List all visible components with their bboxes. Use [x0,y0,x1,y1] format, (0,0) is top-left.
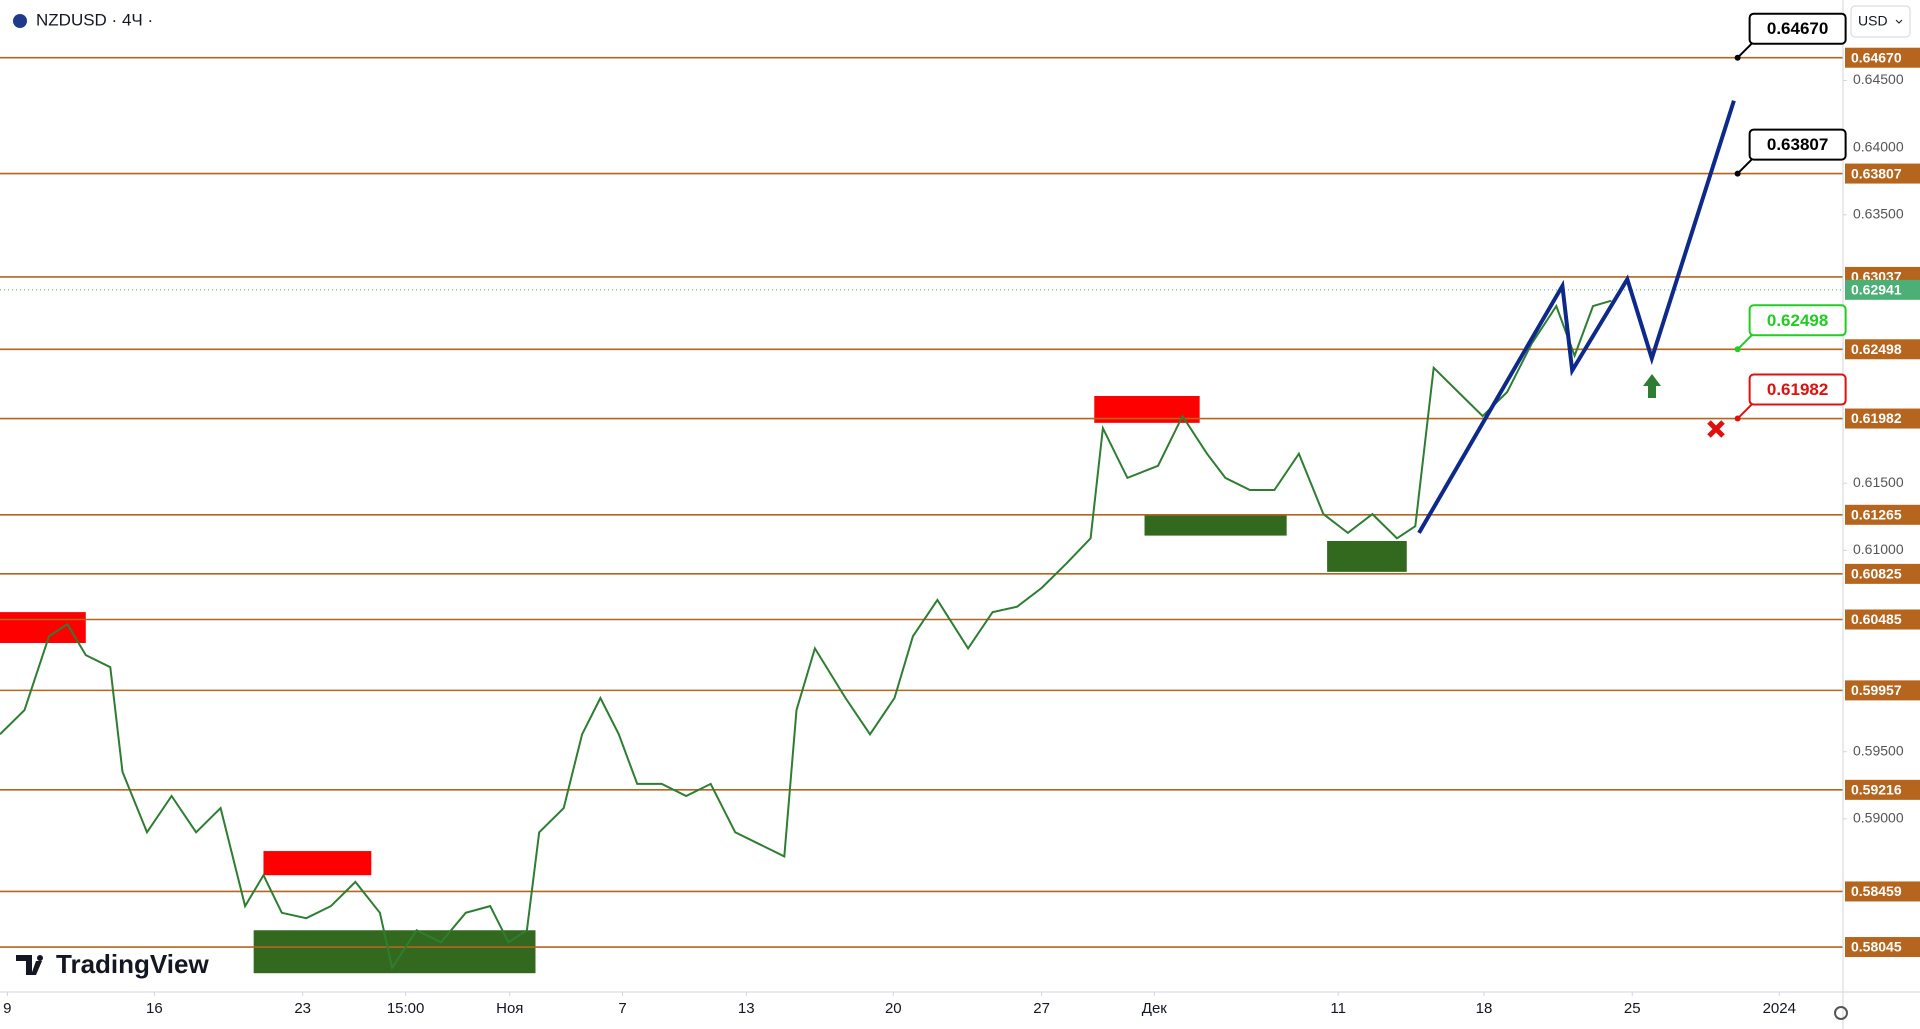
y-tick-label: 0.61500 [1853,474,1904,490]
x-tick-label: 27 [1033,1000,1050,1017]
callout-connector [1736,158,1753,175]
callout-label: 0.61982 [1767,380,1828,399]
callout-label: 0.64670 [1767,19,1828,38]
x-tick-label: Дек [1142,1000,1168,1017]
x-tick-label: 16 [146,1000,163,1017]
x-tick-label: 2024 [1763,1000,1796,1017]
brand-logo [16,955,42,975]
level-tag [1845,339,1920,360]
x-tick-label: 23 [294,1000,311,1017]
currency-dropdown[interactable] [1850,5,1911,38]
x-tick-label: 15:00 [387,1000,425,1017]
x-tick-label: 7 [618,1000,626,1017]
callout-connector [1736,334,1753,350]
level-label: 0.61982 [1851,410,1902,426]
price-line [0,299,1612,971]
level-label: 0.59216 [1851,782,1902,798]
y-tick-label: 0.63500 [1853,205,1904,221]
last-price-label: 0.62941 [1851,282,1902,298]
plot [0,56,1843,974]
callout-connector [1736,403,1753,420]
x-tick-label: 9 [3,1000,11,1017]
brand-logo-dot [37,955,43,961]
callout-box [1748,304,1847,337]
callout-connector [1736,43,1753,59]
callout-box [1748,373,1847,406]
zone [253,930,536,974]
callout-label: 0.63807 [1767,135,1828,154]
price-line [1417,100,1736,534]
level-tag [1845,881,1920,902]
y-tick-label: 0.59000 [1853,810,1904,826]
level-label: 0.58459 [1851,883,1902,899]
level-label: 0.62498 [1851,341,1902,357]
symbol-flag[interactable] [13,14,27,28]
x-tick-label: 25 [1624,1000,1641,1017]
level-tag [1845,408,1920,429]
buy-arrow [1643,374,1661,398]
level-tag [1845,504,1920,525]
level-label: 0.64670 [1851,49,1902,65]
zone [0,612,86,643]
symbol-title[interactable]: NZDUSD · 4Ч · [36,10,153,29]
callout-box [1748,12,1847,45]
x-tick-label: 13 [738,1000,755,1017]
dropdown-caret [1895,19,1903,24]
level-label: 0.60485 [1851,611,1902,627]
last-price-tag [1845,279,1920,300]
level-label: 0.59957 [1851,682,1902,698]
callout-box [1748,128,1847,161]
y-tick-label: 0.64000 [1853,138,1904,154]
y-tick-label: 0.61000 [1853,541,1904,557]
level-label: 0.58045 [1851,939,1902,955]
level-label: 0.60825 [1851,566,1902,582]
level-tag [1845,680,1920,701]
x-tick-label: 20 [885,1000,902,1017]
callout-label: 0.62498 [1767,311,1828,330]
settings-icon[interactable] [1834,1006,1849,1020]
y-tick-label: 0.64500 [1853,71,1904,87]
stop-cross [1707,420,1725,438]
brand-name: TradingView [56,949,209,979]
level-tag [1845,937,1920,958]
level-tag [1845,779,1920,800]
zone [1144,514,1287,536]
level-label: 0.61265 [1851,506,1902,522]
level-tag [1845,563,1920,584]
y-tick-label: 0.59500 [1853,742,1904,758]
level-label: 0.63807 [1851,165,1902,181]
x-tick-label: 18 [1476,1000,1493,1017]
x-tick-label: 11 [1330,1000,1346,1017]
currency-label[interactable]: USD [1858,13,1888,29]
x-tick-label: Ноя [496,1000,523,1017]
level-tag [1845,609,1920,630]
zone [263,851,372,876]
zone [1327,540,1407,572]
level-tag [1845,47,1920,68]
level-tag [1845,163,1920,184]
